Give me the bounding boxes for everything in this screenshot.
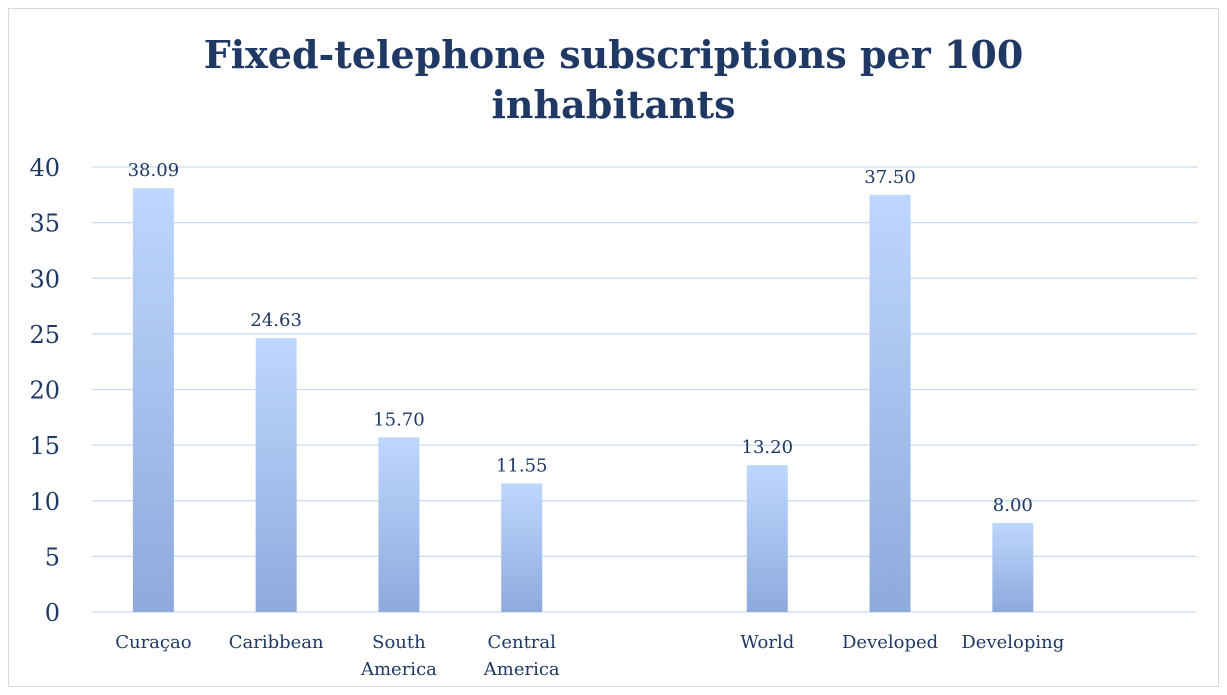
category-label: Curaçao <box>115 632 191 653</box>
y-tick-label: 5 <box>45 543 60 571</box>
data-label: 24.63 <box>250 310 302 331</box>
data-label: 13.20 <box>742 437 794 458</box>
data-labels: 38.09 24.63 15.70 11.55 13.20 37.50 8.00 <box>128 160 1033 516</box>
y-axis-ticks: 0 5 10 15 20 25 30 35 40 <box>29 154 60 627</box>
category-label: Central <box>488 632 557 653</box>
bar <box>132 188 174 612</box>
bars <box>132 188 1034 612</box>
category-label: America <box>483 659 560 680</box>
y-tick-label: 0 <box>45 599 60 627</box>
y-tick-label: 35 <box>29 210 60 238</box>
bar <box>255 337 297 612</box>
x-axis-categories: Curaçao Caribbean South America Central Ameri… <box>115 632 1064 680</box>
data-label: 11.55 <box>496 456 548 477</box>
category-label: South <box>372 632 426 653</box>
data-label: 38.09 <box>128 160 180 181</box>
category-label: America <box>360 659 437 680</box>
data-label: 37.50 <box>864 167 916 188</box>
y-tick-label: 20 <box>29 377 60 405</box>
y-tick-label: 25 <box>29 321 60 349</box>
category-label: Caribbean <box>229 632 324 653</box>
chart-title-line-2: inhabitants <box>491 82 736 127</box>
bar <box>378 437 420 612</box>
data-label: 15.70 <box>373 409 425 430</box>
y-tick-label: 10 <box>29 488 60 516</box>
y-tick-label: 15 <box>29 432 60 460</box>
category-label: Developing <box>961 632 1064 653</box>
chart-title: Fixed-telephone subscriptions per 100 in… <box>0 30 1227 130</box>
y-tick-label: 40 <box>29 154 60 182</box>
bar <box>869 194 911 612</box>
data-label: 8.00 <box>993 495 1033 516</box>
bar <box>501 483 543 612</box>
category-label: World <box>740 632 794 653</box>
y-tick-label: 30 <box>29 265 60 293</box>
bar <box>746 465 788 612</box>
bar <box>992 523 1034 612</box>
chart-title-line-1: Fixed-telephone subscriptions per 100 <box>203 32 1024 77</box>
category-label: Developed <box>842 632 938 653</box>
